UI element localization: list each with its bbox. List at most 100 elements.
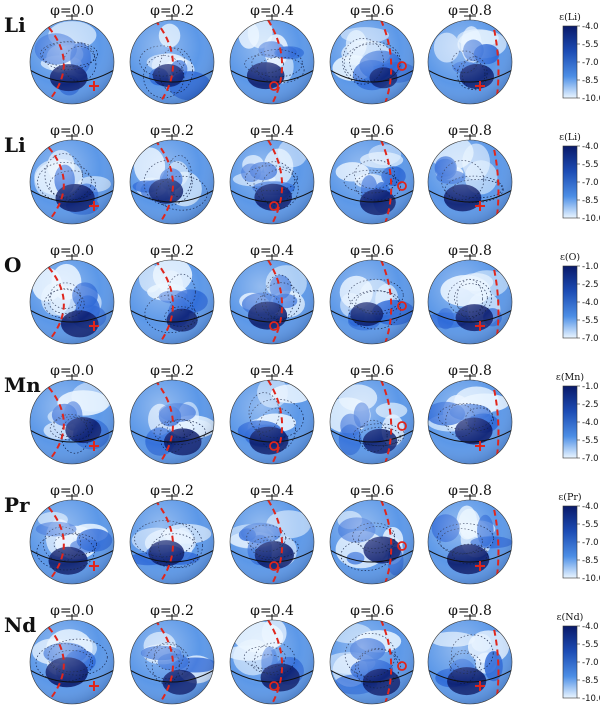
phase-label: φ=0.0 (50, 603, 94, 619)
element-row-0: Li φ=0.0 φ=0.2 φ=0.4 φ=0.6 φ=0.8 ε(Li)-4.0 -5.5… (4, 3, 600, 105)
element-row-2: Oφ=0.0 φ=0.2 φ=0.4 φ=0.6 φ=0.8 ε(O)-1.0 -2.5 -4… (4, 243, 599, 345)
stellar-surface-map: φ=0.0 (29, 483, 115, 585)
colorbar-gradient (562, 145, 578, 219)
equator-line (130, 69, 214, 83)
equator-line (330, 309, 414, 323)
stellar-surface-map: φ=0.2 (129, 483, 215, 585)
phase-label: φ=0.4 (250, 483, 294, 499)
colorbar-tick-label: -4.0 (582, 622, 599, 632)
sphere-outline (229, 19, 315, 105)
colorbar-tick-label: -1.0 (582, 382, 599, 392)
phase-label: φ=0.4 (250, 243, 294, 259)
phase-label: φ=0.2 (150, 243, 194, 259)
sphere-outline (427, 619, 513, 705)
colorbar-title: ε(Li) (559, 12, 581, 23)
stellar-surface-map: φ=0.8 (427, 363, 513, 465)
sphere-outline (129, 259, 215, 345)
sphere-outline (229, 379, 315, 465)
magnetic-meridian (267, 260, 283, 344)
colorbar-gradient (562, 265, 578, 339)
colorbar-title: ε(Mn) (556, 372, 584, 383)
element-label: Pr (4, 493, 30, 517)
stellar-surface-map: φ=0.2 (129, 363, 215, 465)
colorbar-title: ε(Li) (559, 132, 581, 143)
equator-line (30, 549, 114, 563)
colorbar-tick-label: -7.0 (582, 334, 599, 344)
equator-line (130, 669, 214, 683)
phase-label: φ=0.8 (448, 603, 492, 619)
stellar-surface-map: φ=0.4 (229, 363, 315, 465)
phase-label: φ=0.4 (250, 123, 294, 139)
stellar-surface-map: φ=0.6 (329, 603, 415, 705)
magnetic-meridian (41, 380, 65, 464)
pole-circle-marker (269, 81, 279, 91)
colorbar-tick-label: -4.0 (582, 418, 599, 428)
sphere-outline (29, 499, 115, 585)
stellar-surface-map: φ=0.2 (129, 603, 215, 705)
phase-label: φ=0.4 (250, 3, 294, 19)
phase-label: φ=0.6 (350, 3, 394, 19)
colorbar-tick-label: -1.0 (582, 262, 599, 272)
equator-line (30, 69, 114, 83)
phase-label: φ=0.6 (350, 483, 394, 499)
sphere-shading (230, 260, 314, 344)
phase-label: φ=0.2 (150, 123, 194, 139)
magnetic-meridian (380, 380, 393, 464)
phase-label: φ=0.2 (150, 3, 194, 19)
phase-label: φ=0.6 (350, 363, 394, 379)
phase-label: φ=0.8 (448, 243, 492, 259)
colorbar-tick-label: -8.5 (582, 196, 599, 206)
sphere-shading (330, 260, 414, 344)
sphere-shading (130, 620, 214, 704)
magnetic-meridian (41, 260, 65, 344)
colorbar-tick-label: -8.5 (582, 76, 599, 86)
phase-label: φ=0.0 (50, 483, 94, 499)
sphere-shading (428, 500, 512, 584)
element-row-4: Pr φ=0.0 φ=0.2 φ=0.4 φ=0.6 φ=0.8 ε(Pr)-4.0 -5.5… (4, 483, 600, 585)
colorbar-tick-label: -2.5 (582, 400, 599, 410)
equator-line (130, 189, 214, 203)
stellar-surface-map: φ=0.0 (29, 603, 115, 705)
stellar-surface-map: φ=0.2 (129, 243, 215, 345)
phase-label: φ=0.0 (50, 243, 94, 259)
sphere-outline (129, 139, 215, 225)
colorbar-tick-label: -2.5 (582, 280, 599, 290)
sphere-shading (230, 20, 314, 104)
colorbar-gradient (562, 25, 578, 99)
pole-circle-marker (269, 321, 279, 331)
sphere-outline (427, 139, 513, 225)
equator-line (428, 549, 512, 563)
sphere-outline (329, 259, 415, 345)
equator-line (30, 669, 114, 683)
sphere-outline (229, 139, 315, 225)
element-label: Li (4, 13, 26, 37)
equator-line (428, 429, 512, 443)
pole-circle-marker (269, 201, 279, 211)
colorbar-tick-label: -10.0 (582, 214, 600, 224)
magnetic-meridian (267, 140, 283, 224)
sphere-outline (427, 259, 513, 345)
colorbar-title: ε(O) (560, 252, 580, 263)
pole-circle-marker (397, 301, 407, 311)
magnetic-meridian (154, 140, 174, 224)
magnetic-meridian (491, 500, 500, 584)
stellar-surface-map: φ=0.2 (129, 3, 215, 105)
sphere-shading (330, 140, 414, 224)
equator-line (30, 189, 114, 203)
sphere-shading (30, 620, 114, 704)
colorbar-tick-label: -7.0 (582, 58, 599, 68)
sphere-outline (427, 19, 513, 105)
magnetic-meridian (41, 140, 65, 224)
magnetic-meridian (41, 20, 65, 104)
colorbar-gradient (562, 505, 578, 579)
colorbar-tick-label: -4.0 (582, 298, 599, 308)
colorbar-tick-label: -5.5 (582, 520, 599, 530)
colorbar-tick-label: -5.5 (582, 316, 599, 326)
stellar-surface-map: φ=0.2 (129, 123, 215, 225)
stellar-surface-map: φ=0.8 (427, 123, 513, 225)
pole-circle-marker (269, 441, 279, 451)
colorbar-tick-label: -10.0 (582, 694, 600, 704)
element-row-5: Nd φ=0.0 φ=0.2 φ=0.4 φ=0.6 φ=0.8 ε(Nd)-4.0 -5.5… (4, 603, 600, 705)
pole-circle-marker (397, 181, 407, 191)
colorbar-tick-label: -4.0 (582, 142, 599, 152)
